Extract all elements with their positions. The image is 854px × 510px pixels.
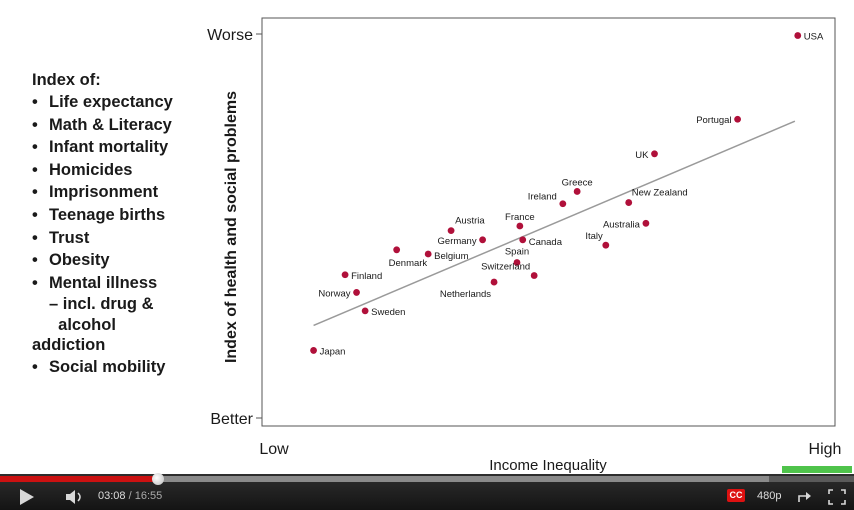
point-denmark [393, 246, 401, 254]
time-display: 03:08 / 16:55 [98, 490, 162, 502]
point-austria [447, 227, 455, 235]
current-time: 03:08 [98, 490, 126, 502]
point-label-uk: UK [635, 150, 649, 161]
point-label-canada: Canada [529, 237, 563, 248]
point-japan [310, 347, 317, 354]
point-label-austria: Austria [455, 216, 485, 227]
point-new-zealand [625, 199, 633, 206]
point-belgium [424, 250, 432, 258]
point-sweden [361, 307, 369, 315]
point-label-sweden: Sweden [371, 307, 405, 318]
point-label-ireland: Ireland [528, 192, 557, 203]
y-tick-label-worse: Worse [207, 27, 253, 44]
fullscreen-icon [828, 489, 846, 505]
index-item-homicides: Homicides [32, 159, 173, 182]
index-item-life-expectancy: Life expectancy [32, 91, 173, 114]
progress-played [0, 476, 158, 482]
point-label-finland: Finland [351, 271, 382, 282]
index-heading: Index of: [32, 71, 101, 89]
point-label-netherlands: Netherlands [440, 289, 491, 300]
point-ireland [559, 200, 567, 208]
progress-buffered [0, 476, 769, 482]
index-item-obesity: Obesity [32, 249, 173, 272]
index-item-social-mobility: Social mobility [32, 356, 173, 379]
point-france [516, 222, 524, 230]
point-greece [573, 188, 581, 195]
time-separator: / [128, 490, 132, 502]
captions-button[interactable]: CC [727, 489, 745, 502]
index-item-infant-mortality: Infant mortality [32, 136, 173, 159]
point-label-belgium: Belgium [434, 251, 468, 262]
point-label-new-zealand: New Zealand [632, 188, 688, 199]
slide: Index of: Life expectancy Math & Literac… [0, 0, 854, 474]
x-tick-label-high: High [809, 441, 842, 458]
popout-button[interactable] [796, 489, 814, 505]
popout-icon [798, 492, 811, 502]
index-item-math-literacy: Math & Literacy [32, 114, 173, 137]
point-finland [341, 271, 349, 279]
index-item-mental-illness: Mental illness [32, 272, 173, 295]
mental-illness-sub-line-1: – incl. drug & [49, 295, 154, 314]
point-label-japan: Japan [320, 346, 346, 357]
point-label-usa: USA [804, 32, 824, 43]
duration: 16:55 [134, 490, 163, 502]
point-label-norway: Norway [318, 288, 350, 299]
play-icon [20, 489, 34, 505]
point-label-greece: Greece [562, 177, 593, 188]
point-label-denmark: Denmark [389, 258, 428, 269]
point-label-spain: Spain [505, 246, 529, 257]
x-axis-label: Income Inequality [489, 457, 607, 474]
mental-illness-subtext: – incl. drug & alcohol addiction [32, 294, 173, 356]
fullscreen-button[interactable] [828, 489, 846, 505]
mental-illness-sub-line-2: alcohol [49, 315, 116, 334]
volume-button[interactable] [64, 489, 86, 505]
plot-frame [261, 17, 836, 427]
mental-illness-sub-line-3: addiction [32, 336, 106, 355]
data-points: USA Portugal UK Greece New Zealand Ireland Fra… [310, 32, 824, 357]
point-portugal [734, 115, 741, 123]
play-button[interactable] [16, 488, 38, 506]
point-spain [513, 259, 521, 266]
index-list: Index of: Life expectancy Math & Literac… [32, 70, 173, 378]
scatter-chart: Worse Better Low High Income Inequality … [207, 17, 842, 474]
index-item-imprisonment: Imprisonment [32, 181, 173, 204]
index-items: Life expectancy Math & Literacy Infant m… [32, 91, 173, 378]
speaker-icon [66, 490, 81, 504]
progress-bar[interactable] [0, 473, 854, 485]
point-label-switzerland: Switzerland [481, 262, 530, 273]
green-progress-indicator [782, 466, 852, 473]
x-tick-label-low: Low [259, 441, 289, 458]
point-germany [479, 236, 487, 244]
point-italy [602, 241, 610, 249]
point-norway [353, 289, 360, 296]
point-label-australia: Australia [603, 219, 641, 230]
point-uk [651, 150, 658, 158]
quality-button[interactable]: 480p [757, 490, 782, 502]
point-canada [519, 236, 527, 244]
point-label-france: France [505, 212, 535, 223]
trend-line [313, 120, 796, 327]
point-label-italy: Italy [585, 231, 603, 242]
point-usa [794, 32, 802, 39]
point-label-portugal: Portugal [696, 115, 731, 126]
y-axis-label: Index of health and social problems [223, 91, 240, 363]
point-australia [642, 219, 650, 227]
y-tick-label-better: Better [210, 411, 253, 428]
index-item-teenage-births: Teenage births [32, 204, 173, 227]
index-item-trust: Trust [32, 227, 173, 250]
progress-scrubber-handle[interactable] [151, 473, 164, 485]
point-switzerland [530, 272, 538, 279]
point-netherlands [490, 278, 498, 286]
point-label-germany: Germany [438, 236, 477, 247]
